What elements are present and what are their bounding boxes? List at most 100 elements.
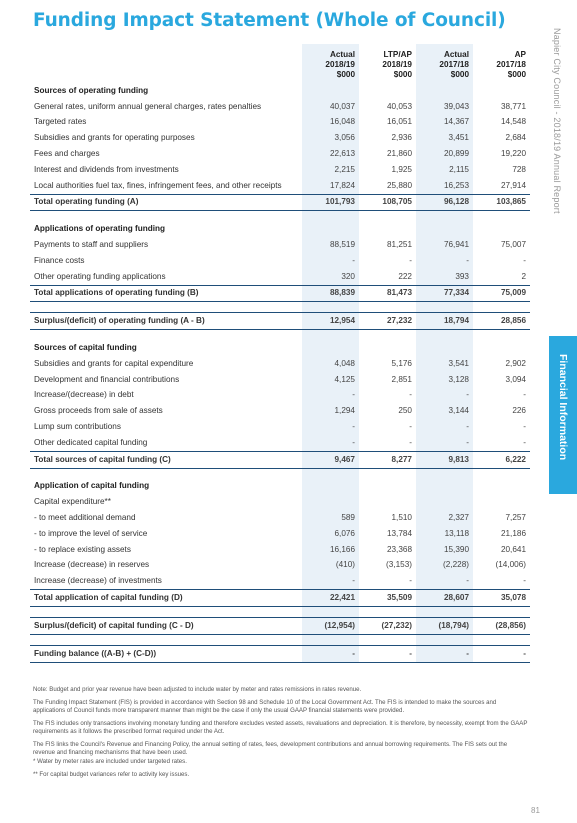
spacer-row xyxy=(30,634,530,646)
row-value xyxy=(359,468,416,479)
row-value: - xyxy=(409,422,412,432)
section-tab-label: Financial Information xyxy=(557,354,569,461)
row-value: - xyxy=(523,255,526,265)
row-value: 2,215 xyxy=(302,161,359,178)
row-value: 23,368 xyxy=(386,544,412,554)
row-value: 27,232 xyxy=(359,312,416,331)
row-value xyxy=(302,468,359,479)
total-row: Total application of capital funding (D)… xyxy=(30,589,530,607)
row-label xyxy=(30,468,302,479)
row-value: 2,851 xyxy=(391,374,413,384)
row-value: 27,914 xyxy=(500,180,526,190)
row-value: 1,510 xyxy=(391,513,413,523)
row-value: 2,684 xyxy=(505,133,527,143)
row-value xyxy=(359,634,416,645)
row-value: 2,115 xyxy=(416,161,473,178)
row-label: Total operating funding (A) xyxy=(30,193,302,212)
row-value: 22,613 xyxy=(302,146,359,162)
row-value: 16,048 xyxy=(302,114,359,131)
row-value: 19,220 xyxy=(500,149,526,159)
row-value: 226 xyxy=(512,406,526,416)
row-value: 2,327 xyxy=(416,510,473,526)
row-value: 3,451 xyxy=(416,130,473,147)
row-value: - xyxy=(473,644,530,663)
row-value: 8,277 xyxy=(359,450,416,469)
row-label: Other operating funding applications xyxy=(34,271,166,281)
row-value xyxy=(473,606,530,617)
row-label: Total applications of operating funding … xyxy=(30,284,302,303)
table-row: - to replace existing assets 16,166 23,368… xyxy=(30,541,530,558)
row-label: Funding balance ((A-B) + (C-D)) xyxy=(30,644,302,663)
row-value xyxy=(473,468,530,479)
row-value: 101,793 xyxy=(302,193,359,212)
row-label xyxy=(30,634,302,645)
row-value: 14,367 xyxy=(416,114,473,131)
spacer-row xyxy=(30,210,530,222)
section-tab[interactable]: Financial Information xyxy=(549,336,577,494)
row-value: 96,128 xyxy=(416,193,473,212)
funding-impact-table: Actual 2018/19 $000 LTP/AP 2018/19 $000 … xyxy=(30,44,530,663)
row-value: 222 xyxy=(398,271,412,281)
row-label: Sources of operating funding xyxy=(34,85,149,95)
row-value xyxy=(359,494,416,510)
row-value: (27,232) xyxy=(359,616,416,635)
row-value xyxy=(359,221,416,237)
row-value: 4,125 xyxy=(302,371,359,388)
row-value: - xyxy=(416,387,473,404)
page-title: Funding Impact Statement (Whole of Counc… xyxy=(33,10,506,31)
total-row: Total operating funding (A) 101,793 108,70… xyxy=(30,193,530,212)
section-heading-row: Application of capital funding xyxy=(30,478,530,495)
row-value xyxy=(473,83,530,99)
total-row: Total sources of capital funding (C) 9,46… xyxy=(30,450,530,469)
table-row: Gross proceeds from sale of assets 1,294 2… xyxy=(30,403,530,420)
row-value xyxy=(359,83,416,99)
section-heading-row: Sources of operating funding xyxy=(30,83,530,99)
row-value xyxy=(416,301,473,313)
row-value: - xyxy=(409,576,412,586)
row-label xyxy=(30,330,302,341)
row-value xyxy=(302,606,359,618)
row-value: - xyxy=(302,573,359,590)
column-header-ap-2017-18: AP 2017/18 $000 xyxy=(496,50,526,79)
footnote-paragraph: ** For capital budget variances refer to… xyxy=(33,771,190,778)
row-value: (410) xyxy=(302,557,359,574)
row-value: 5,176 xyxy=(391,358,413,368)
section-heading-row: Applications of operating funding xyxy=(30,221,530,238)
row-value: 393 xyxy=(416,268,473,286)
row-label: Capital expenditure** xyxy=(34,497,111,507)
footnote-paragraph: The FIS includes only transactions invol… xyxy=(33,720,528,735)
footnote-paragraph: The FIS links the Council's Revenue and … xyxy=(33,741,508,756)
table-row: Development and financial contributions 4… xyxy=(30,371,530,388)
row-value xyxy=(416,329,473,341)
row-value xyxy=(359,211,416,222)
row-value: - xyxy=(302,644,359,663)
row-value xyxy=(473,634,530,645)
row-value xyxy=(302,83,359,99)
row-label xyxy=(30,211,302,222)
row-value: - xyxy=(523,437,526,447)
report-side-title: Napier City Council - 2018/19 Annual Rep… xyxy=(552,28,562,214)
row-value: 6,222 xyxy=(473,450,530,469)
row-value: (28,856) xyxy=(473,616,530,635)
row-value: 16,166 xyxy=(302,541,359,558)
table-row: Increase (decrease) of investments - - - - xyxy=(30,573,530,590)
row-label: Local authorities fuel tax, fines, infri… xyxy=(34,180,282,190)
row-value: - xyxy=(302,252,359,269)
row-value xyxy=(359,340,416,356)
row-value: 75,009 xyxy=(473,284,530,303)
row-label: Sources of capital funding xyxy=(34,343,137,353)
row-value xyxy=(359,302,416,313)
row-value xyxy=(473,302,530,313)
row-value: 77,334 xyxy=(416,284,473,303)
row-label: - to replace existing assets xyxy=(34,544,131,554)
row-value: - xyxy=(416,644,473,663)
row-value xyxy=(416,468,473,479)
row-label: General rates, uniform annual general ch… xyxy=(34,101,262,111)
row-value xyxy=(416,221,473,238)
row-label: Increase/(decrease) in debt xyxy=(34,390,134,400)
row-value: 320 xyxy=(302,268,359,286)
row-value: - xyxy=(416,434,473,452)
row-value xyxy=(302,494,359,511)
row-value: 9,813 xyxy=(416,450,473,469)
footnote-paragraph: The Funding Impact Statement (FIS) is pr… xyxy=(33,699,497,714)
